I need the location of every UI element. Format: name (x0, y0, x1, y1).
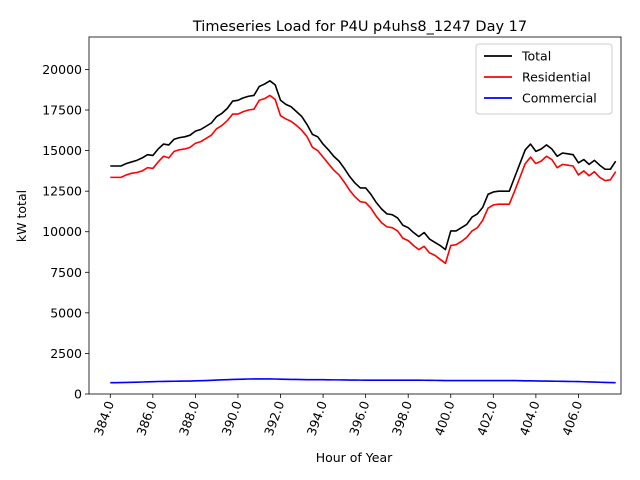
plot-frame (88, 36, 622, 395)
series-line-residential (110, 94, 617, 265)
series-line-commercial (110, 378, 616, 384)
y-tick-label: 7500 (50, 265, 82, 280)
y-axis-label: kW total (14, 190, 29, 242)
y-tick-label: 0 (74, 387, 82, 402)
y-axis: 0 2500 5000 7500 10000 12500 15000 17500 20000 (42, 62, 89, 402)
y-tick-label: 2500 (50, 346, 82, 361)
y-tick-label: 12500 (42, 184, 82, 199)
y-tick-label: 15000 (42, 143, 82, 158)
y-tick-label: 10000 (42, 224, 82, 239)
y-tick-label: 17500 (42, 103, 82, 118)
x-axis: 384.0 386.0 388.0 390.0 392.0 394.0 396.0 398.0… (91, 394, 585, 438)
y-tick-label: 5000 (50, 305, 82, 320)
x-axis-label: Hour of Year (316, 450, 393, 465)
legend-label-total: Total (521, 49, 551, 64)
legend-label-residential: Residential (522, 70, 591, 85)
chart-title: Timeseries Load for P4U p4uhs8_1247 Day … (192, 19, 527, 35)
series-layer (110, 80, 617, 384)
legend: Total Residential Commercial (475, 43, 613, 115)
legend-box (475, 43, 613, 115)
legend-label-commercial: Commercial (522, 91, 597, 106)
series-line-total (110, 80, 617, 251)
y-tick-label: 20000 (42, 62, 82, 77)
